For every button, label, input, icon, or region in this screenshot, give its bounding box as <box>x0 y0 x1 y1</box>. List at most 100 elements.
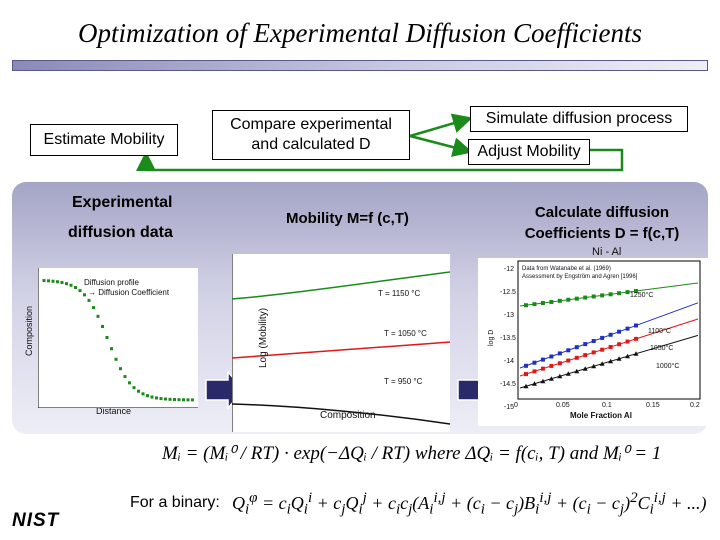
nial-plot <box>478 258 710 426</box>
mobility-label-1050: T = 1050 °C <box>384 329 427 338</box>
mobility-curves <box>231 254 451 432</box>
mobility-ylabel: Log (Mobility) <box>258 307 269 368</box>
nial-point <box>633 351 639 356</box>
loop-arrow <box>136 148 624 172</box>
profile-point <box>173 398 176 402</box>
nial-point <box>540 366 545 371</box>
nial-ytick: -12 <box>503 266 514 273</box>
profile-point <box>65 282 68 286</box>
nial-label-1250: 1250°C <box>630 292 654 299</box>
profile-point <box>164 397 167 401</box>
profile-point <box>182 398 185 402</box>
arrow-to-adjust <box>409 134 473 157</box>
adjust-mobility-box: Adjust Mobility <box>468 139 590 165</box>
nial-legend-1: Data from Watanabe et al. (1969) <box>522 266 611 272</box>
nial-point <box>591 339 596 344</box>
nial-point <box>625 326 630 331</box>
nial-ytick: -12.5 <box>500 289 516 296</box>
profile-point <box>74 285 77 289</box>
mobility-curve-1050 <box>231 341 451 359</box>
nial-point <box>565 371 571 376</box>
nist-logo: NIST <box>12 510 60 531</box>
profile-point <box>146 394 149 398</box>
nial-legend-2: Assessment by Engström and Agren [1996] <box>522 274 638 280</box>
experimental-label-2: diffusion data <box>68 224 173 241</box>
nial-point <box>566 297 571 302</box>
nial-xtick: 0.15 <box>646 402 660 409</box>
nial-point <box>549 354 554 359</box>
nial-label-1050: 1050°C <box>650 345 674 352</box>
compare-box: Compare experimental and calculated D <box>212 110 410 160</box>
nial-point <box>625 353 631 359</box>
profile-xlabel: Distance <box>96 406 132 416</box>
nial-point <box>532 302 537 307</box>
profile-annotation-2: → Diffusion Coefficient <box>88 288 170 297</box>
compare-line-2: and calculated D <box>251 136 371 153</box>
nial-point <box>523 383 529 389</box>
mobility-curve-1150 <box>231 271 451 300</box>
nial-point <box>634 323 638 328</box>
nial-point <box>591 294 596 299</box>
nial-point <box>566 348 571 353</box>
adjust-mobility-label: Adjust Mobility <box>477 143 581 160</box>
profile-point <box>51 279 55 283</box>
experimental-label-1: Experimental <box>72 194 173 211</box>
profile-point <box>92 306 95 310</box>
nial-ytick: -14 <box>503 358 514 365</box>
profile-point <box>60 281 64 285</box>
nial-point <box>540 357 545 362</box>
nial-point <box>608 292 613 297</box>
profile-point <box>137 389 140 393</box>
profile-annotation-1: Diffusion profile <box>84 278 139 287</box>
slide-title: Optimization of Experimental Diffusion C… <box>78 18 642 48</box>
profile-point <box>128 381 131 385</box>
nial-point <box>600 293 605 298</box>
nial-ytick: -15 <box>503 404 514 411</box>
nial-point <box>583 295 588 300</box>
nial-point <box>532 360 537 365</box>
nial-point <box>582 366 588 371</box>
nial-point <box>549 299 554 304</box>
profile-point <box>132 386 136 390</box>
profile-point <box>87 298 91 302</box>
binary-label: For a binary: <box>130 494 220 511</box>
profile-ylabel: Composition <box>24 305 34 356</box>
nial-point <box>548 376 554 381</box>
profile-point <box>119 367 122 371</box>
nial-point <box>583 353 588 358</box>
profile-point <box>110 347 113 351</box>
nial-point <box>540 301 545 306</box>
profile-point <box>141 392 145 396</box>
nial-xtick: 0.05 <box>556 402 570 409</box>
title-underline-bar <box>12 60 708 71</box>
simulate-label: Simulate diffusion process <box>485 110 673 127</box>
nial-label-1000: 1000°C <box>656 363 680 370</box>
mobility-label-1150: T = 1150 °C <box>378 289 421 298</box>
nial-label-1100: 1100°C <box>648 328 671 335</box>
nial-ytick: -13 <box>503 312 514 319</box>
nial-point <box>617 329 622 334</box>
profile-point <box>42 279 46 283</box>
nial-point <box>574 345 579 350</box>
nial-point <box>625 290 630 295</box>
nial-ytick: -13.5 <box>500 335 516 342</box>
mobility-equation: Mᵢ = (Mᵢ⁰ / RT) · exp(−ΔQᵢ / RT) where Δ… <box>162 443 662 464</box>
nial-point <box>549 363 554 368</box>
mobility-curve-950 <box>231 403 451 425</box>
nial-y-ticks: -12 -12.5 -13 -13.5 -14 -14.5 -15 <box>500 258 516 419</box>
mobility-plot <box>231 254 451 432</box>
nial-point <box>591 350 596 355</box>
nial-point <box>524 372 528 377</box>
nial-point <box>557 351 562 356</box>
nial-point <box>574 296 579 301</box>
mobility-label-950: T = 950 °C <box>384 377 423 386</box>
nial-point <box>557 373 563 379</box>
nial-point <box>617 291 622 296</box>
profile-point <box>69 283 73 287</box>
nial-ytick: -14.5 <box>500 381 516 388</box>
nial-xlabel: Mole Fraction Al <box>570 411 632 420</box>
nial-point <box>566 358 571 363</box>
profile-point <box>56 280 59 284</box>
nial-xtick: 0.2 <box>690 402 700 409</box>
